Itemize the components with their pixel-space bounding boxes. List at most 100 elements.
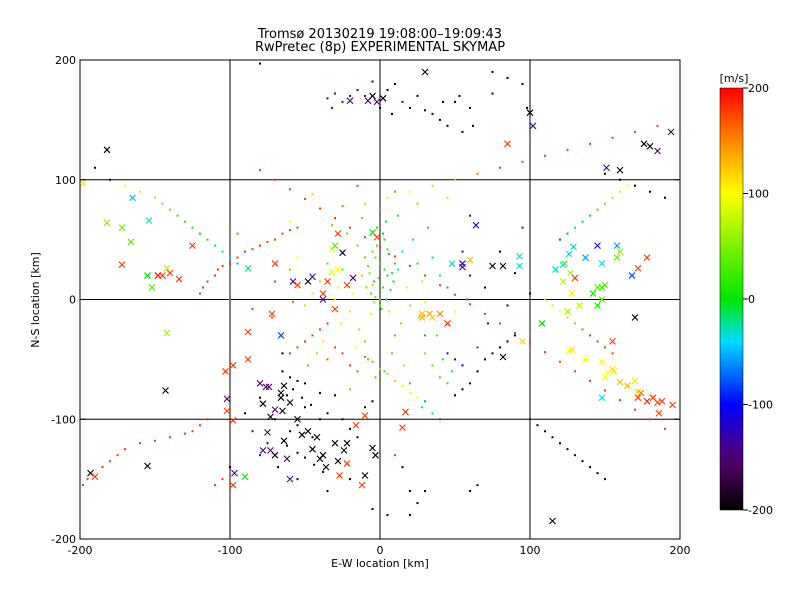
data-point-cross — [166, 269, 174, 277]
data-point-dot — [349, 364, 351, 367]
data-point-cross — [598, 358, 606, 366]
data-point-dot — [521, 82, 524, 85]
data-point-cross — [262, 383, 270, 391]
colorbar-tick-label: -100 — [748, 399, 773, 412]
data-point-dot — [409, 382, 411, 385]
data-point-dot — [499, 346, 501, 349]
data-point-cross — [448, 260, 456, 267]
data-point-cross — [175, 275, 183, 283]
data-point-dot — [401, 250, 404, 253]
data-point-cross — [516, 262, 523, 270]
data-point-dot — [514, 334, 516, 337]
data-point-cross — [144, 272, 151, 279]
data-point-cross — [643, 254, 651, 261]
data-point-dot — [604, 346, 606, 349]
data-point-dot — [596, 208, 599, 211]
data-point-dot — [394, 190, 396, 193]
data-point-dot — [619, 190, 621, 193]
data-point-dot — [368, 272, 371, 275]
data-point-dot — [499, 322, 501, 325]
data-point-dot — [611, 196, 614, 199]
data-point-dot — [397, 214, 399, 217]
data-point-dot — [506, 304, 509, 307]
data-point-dot — [604, 389, 606, 392]
data-point-cross — [361, 472, 369, 479]
data-point-dot — [355, 346, 357, 349]
data-point-cross — [91, 473, 99, 481]
data-point-cross — [565, 347, 573, 355]
data-point-cross — [286, 475, 294, 483]
data-point-dot — [371, 80, 374, 83]
data-point-dot — [454, 310, 456, 313]
data-point-dot — [311, 436, 314, 439]
data-point-dot — [388, 310, 390, 313]
data-point-cross — [189, 242, 196, 250]
data-point-cross — [309, 273, 316, 281]
data-point-dot — [259, 244, 261, 247]
data-point-dot — [289, 268, 291, 271]
data-point-cross — [598, 260, 606, 267]
colorbar-tick-label: 100 — [748, 188, 769, 201]
data-point-dot — [379, 367, 381, 370]
data-point-cross — [634, 388, 642, 396]
data-point-cross — [313, 433, 321, 441]
data-point-dot — [506, 340, 509, 343]
colorbar: [m/s] -200 -100 0 100 200 — [720, 72, 773, 517]
data-point-dot — [566, 232, 569, 235]
data-point-dot — [544, 351, 546, 354]
data-point-dot — [296, 379, 299, 382]
data-point-dot — [370, 312, 372, 315]
data-point-cross — [436, 310, 444, 318]
data-point-cross — [444, 320, 451, 327]
data-point-dot — [349, 478, 351, 481]
data-point-dot — [191, 226, 194, 229]
data-point-cross — [349, 274, 357, 282]
data-point-dot — [596, 340, 599, 343]
data-point-dot — [469, 490, 471, 493]
data-point-cross — [613, 254, 621, 261]
data-point-dot — [574, 454, 576, 457]
data-point-dot — [427, 226, 429, 229]
data-point-cross — [256, 379, 264, 387]
data-point-dot — [356, 370, 359, 373]
data-point-dot — [334, 217, 336, 220]
data-point-dot — [176, 214, 179, 217]
data-point-dot — [296, 256, 299, 259]
data-point-dot — [386, 514, 389, 517]
data-point-dot — [349, 310, 351, 313]
x-axis-label: E-W location [km] — [331, 557, 429, 570]
data-point-dot — [296, 478, 299, 481]
data-point-dot — [214, 244, 216, 247]
data-point-dot — [184, 220, 186, 223]
data-point-dot — [271, 316, 273, 319]
data-point-dot — [307, 364, 309, 367]
data-point-cross — [264, 429, 271, 436]
data-point-dot — [589, 466, 591, 469]
data-point-dot — [304, 197, 306, 200]
data-point-dot — [169, 436, 171, 439]
data-point-dot — [386, 274, 389, 277]
data-point-dot — [367, 358, 369, 361]
data-point-dot — [383, 238, 386, 241]
data-point-dot — [304, 340, 306, 343]
data-point-dot — [371, 508, 374, 511]
data-point-cross — [613, 242, 621, 250]
data-point-cross — [459, 263, 466, 271]
data-point-dot — [574, 226, 576, 229]
data-point-dot — [286, 394, 288, 397]
data-point-dot — [551, 304, 554, 307]
data-point-cross — [373, 98, 381, 106]
data-point-dot — [446, 196, 449, 199]
data-point-cross — [280, 382, 288, 390]
data-point-cross — [499, 353, 507, 361]
data-point-cross — [319, 290, 327, 297]
data-point-dot — [236, 262, 239, 265]
data-point-cross — [373, 233, 381, 241]
data-point-dot — [386, 372, 389, 375]
data-point-dot — [491, 352, 494, 355]
data-point-dot — [281, 352, 284, 355]
data-point-dot — [292, 300, 294, 303]
data-point-dot — [391, 112, 393, 115]
data-point-dot — [439, 376, 441, 379]
